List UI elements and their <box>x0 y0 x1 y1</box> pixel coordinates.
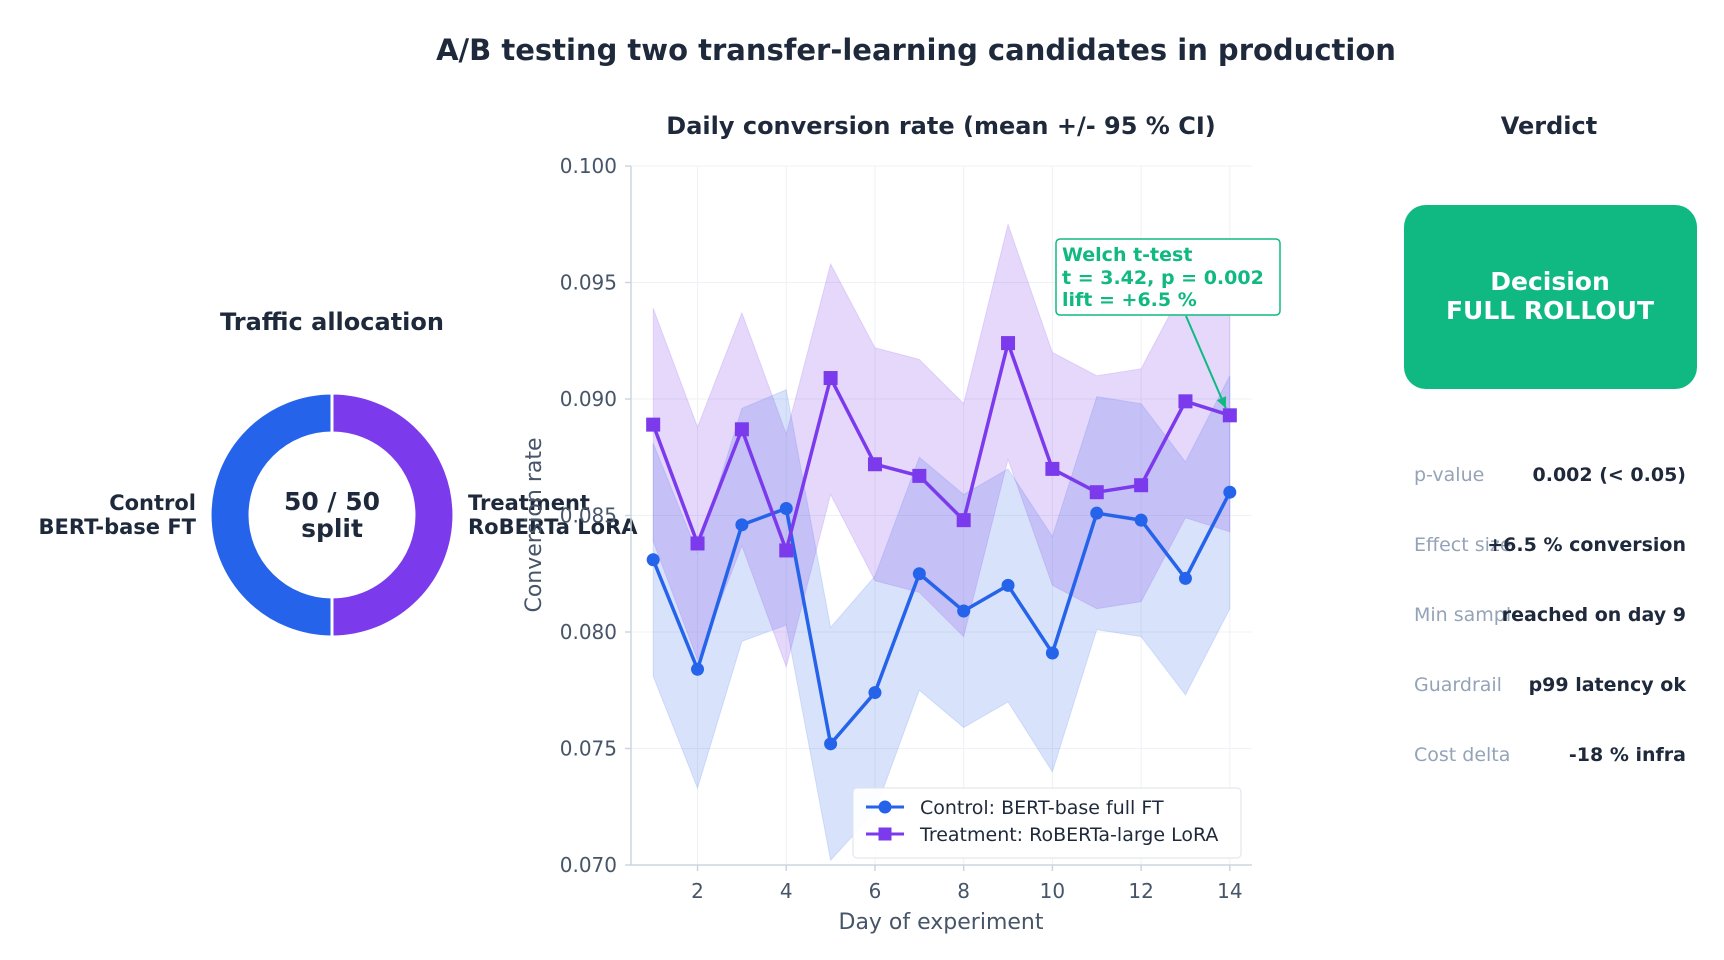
point-control <box>779 502 793 516</box>
point-control <box>957 604 971 618</box>
y-axis-label: Conversion rate <box>522 437 547 612</box>
annotation-arrowhead <box>1216 396 1227 409</box>
series-line-treatment <box>651 341 1231 553</box>
ci-band-layer <box>652 222 1231 862</box>
point-treatment <box>912 468 927 483</box>
verdict-row-key: Min sample <box>1414 604 1523 626</box>
point-control <box>691 662 705 676</box>
series-marker-layer <box>646 336 1237 751</box>
verdict-row-value: -18 % infra <box>1569 744 1686 766</box>
verdict-row-key: Cost delta <box>1414 744 1510 766</box>
conversion-chart: Daily conversion rate (mean +/- 95 % CI)… <box>522 112 1281 935</box>
point-treatment <box>690 536 705 551</box>
point-control <box>1001 578 1015 592</box>
point-treatment <box>734 422 749 437</box>
verdict-rows: p-value 0.002 (< 0.05) Effect size+6.5 % c… <box>1414 464 1686 766</box>
point-control <box>735 518 749 532</box>
donut-center-caption: split <box>301 514 363 543</box>
legend-control-marker <box>878 800 892 814</box>
allocation-panel: Traffic allocation 50 / 50 split Control… <box>39 308 638 639</box>
annotation-box <box>1055 238 1281 316</box>
ci-band-treatment <box>652 222 1231 669</box>
y-tick-label: 0.075 <box>560 737 617 761</box>
point-treatment <box>867 457 882 472</box>
annotation-line-test: Welch t-test <box>1062 244 1192 266</box>
point-treatment <box>956 513 971 528</box>
decision-value: FULL ROLLOUT <box>1446 296 1654 325</box>
x-tick-label: 6 <box>869 879 882 903</box>
annotation-arrow <box>1185 315 1227 409</box>
figure-title: A/B testing two transfer-learning candid… <box>436 33 1396 67</box>
x-axis-label: Day of experiment <box>839 910 1044 935</box>
allocation-title: Traffic allocation <box>220 308 444 336</box>
y-tick-label: 0.090 <box>560 387 617 411</box>
verdict-row-key: Guardrail <box>1414 674 1502 696</box>
legend-treatment-marker <box>878 827 892 841</box>
point-treatment <box>823 371 838 386</box>
treatment-label-name: Treatment <box>468 491 590 515</box>
axis-layer: 0.070 0.075 0.080 0.085 0.090 0.095 0.100 2 4 6 8 1… <box>560 154 1252 903</box>
chart-legend: Control: BERT-base full FT Treatment: Ro… <box>852 787 1242 859</box>
verdict-row-key: Effect size <box>1414 534 1512 556</box>
point-treatment <box>1178 394 1193 409</box>
y-tick-label: 0.095 <box>560 271 617 295</box>
welch-annotation: Welch t-test t = 3.42, p = 0.002 lift = … <box>1055 238 1281 409</box>
verdict-title: Verdict <box>1501 112 1597 140</box>
y-tick-label: 0.085 <box>560 504 617 528</box>
point-control <box>1090 506 1104 520</box>
point-treatment <box>1134 478 1149 493</box>
legend-box <box>852 787 1242 859</box>
x-tick-label: 2 <box>691 879 704 903</box>
point-control <box>1045 646 1059 660</box>
legend-control-label: Control: BERT-base full FT <box>920 797 1164 819</box>
point-treatment <box>1089 485 1104 500</box>
ci-band-control <box>652 375 1231 862</box>
legend-treatment-label: Treatment: RoBERTa-large LoRA <box>919 824 1218 846</box>
y-tick-label: 0.080 <box>560 620 617 644</box>
x-tick-label: 14 <box>1217 879 1242 903</box>
point-treatment <box>1001 336 1016 351</box>
annotation-line-stat: t = 3.42, p = 0.002 <box>1062 267 1264 289</box>
y-tick-label: 0.070 <box>560 853 617 877</box>
point-control <box>1223 485 1237 499</box>
verdict-row-value: reached on day 9 <box>1502 604 1686 626</box>
y-tick-label: 0.100 <box>560 154 617 178</box>
decision-card <box>1404 205 1697 389</box>
point-treatment <box>646 417 661 432</box>
point-control <box>646 553 660 567</box>
verdict-row-value: 0.002 (< 0.05) <box>1533 464 1687 486</box>
point-treatment <box>779 543 794 558</box>
annotation-line-lift: lift = +6.5 % <box>1062 289 1197 311</box>
donut-slice-treatment <box>330 391 456 639</box>
x-tick-label: 12 <box>1128 879 1153 903</box>
verdict-row-value: p99 latency ok <box>1529 674 1687 696</box>
verdict-row-value: +6.5 % conversion <box>1487 534 1686 556</box>
chart-title: Daily conversion rate (mean +/- 95 % CI) <box>666 112 1215 140</box>
x-tick-label: 10 <box>1040 879 1065 903</box>
treatment-label-model: RoBERTa LoRA <box>468 515 638 539</box>
x-tick-label: 8 <box>957 879 970 903</box>
point-control <box>1134 513 1148 527</box>
point-treatment <box>1045 461 1060 476</box>
donut-center-ratio: 50 / 50 <box>284 487 380 516</box>
series-line-control <box>651 491 1232 746</box>
decision-heading: Decision <box>1490 267 1610 296</box>
verdict-panel: Verdict Decision FULL ROLLOUT p-value 0.0… <box>1404 112 1697 766</box>
point-control <box>1178 571 1192 585</box>
point-control <box>868 686 882 700</box>
verdict-row-key: p-value <box>1414 464 1484 486</box>
donut-slice-control <box>208 391 334 639</box>
point-treatment <box>1222 408 1237 423</box>
control-label-model: BERT-base FT <box>39 515 197 539</box>
point-control <box>912 567 926 581</box>
series-line-layer <box>651 341 1232 746</box>
x-tick-label: 4 <box>780 879 793 903</box>
point-control <box>824 737 838 751</box>
control-label-name: Control <box>109 491 196 515</box>
